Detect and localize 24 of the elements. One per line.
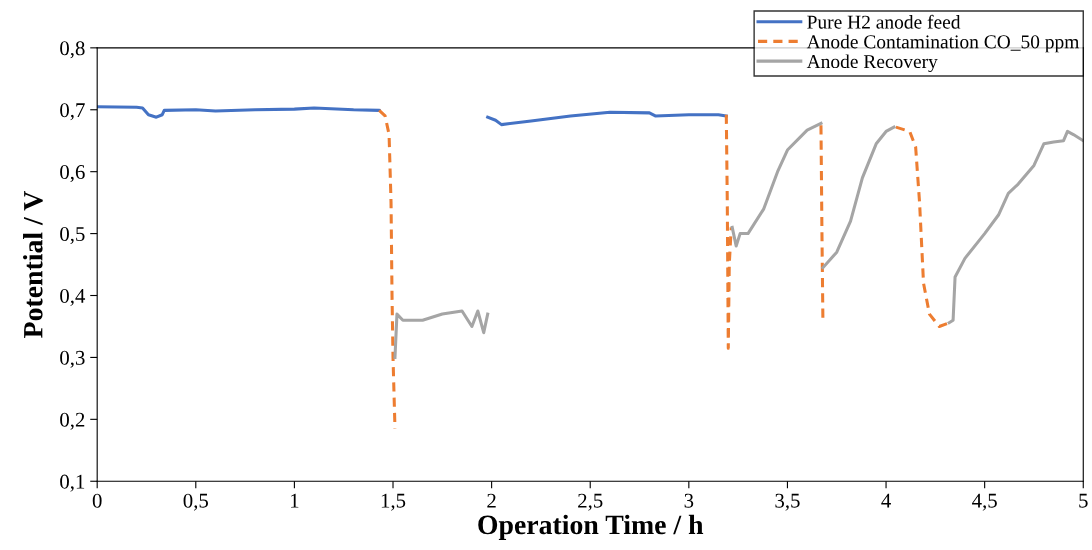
x-axis-title: Operation Time / h <box>478 514 704 540</box>
legend-label: Anode Recovery <box>806 54 938 73</box>
x-tick-label: 1,5 <box>381 493 406 511</box>
y-tick-label: 0,8 <box>60 41 85 59</box>
x-tick-label: 0,5 <box>183 493 208 511</box>
x-tick-label: 3,5 <box>775 493 800 511</box>
x-tick-label: 2,5 <box>578 493 603 511</box>
y-tick-label: 0,6 <box>60 165 85 183</box>
y-tick-label: 0,5 <box>60 226 85 245</box>
y-tick-label: 0,7 <box>60 103 85 121</box>
x-tick-label: 3 <box>684 493 694 508</box>
y-tick-label: 0,2 <box>60 412 85 430</box>
x-tick-label: 4,5 <box>972 493 997 511</box>
x-tick-label: 4 <box>881 493 891 508</box>
y-tick-label: 0,3 <box>60 350 85 368</box>
y-axis-title: Potential / V <box>23 191 43 338</box>
legend-label: Anode Contamination CO_50 ppm <box>806 34 1080 53</box>
x-tick-label: 2 <box>487 493 496 508</box>
x-tick-label: 5 <box>1079 493 1088 508</box>
x-tick-label: 1 <box>291 493 299 508</box>
y-tick-label: 0,1 <box>60 474 85 492</box>
legend-label: Pure H2 anode feed <box>807 14 961 29</box>
y-tick-label: 0,4 <box>60 288 86 306</box>
x-tick-label: 0 <box>92 493 102 508</box>
